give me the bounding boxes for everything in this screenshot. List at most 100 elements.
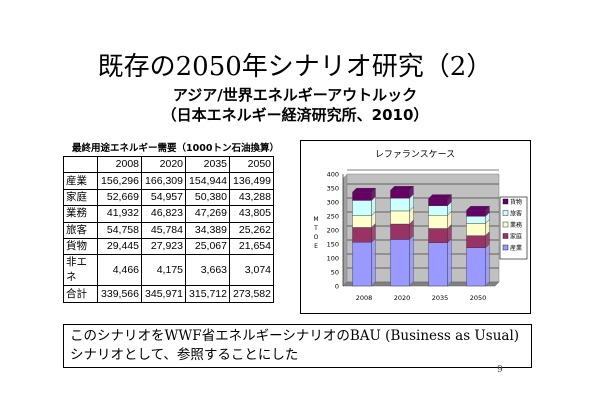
table-cell: 45,784 — [141, 221, 186, 239]
y-tick-label: 50 — [331, 269, 339, 277]
bar-segment-業務 — [428, 215, 448, 229]
bar-segment-旅客 — [428, 205, 448, 216]
table-row: 家庭 52,669 54,957 50,380 43,288 — [63, 188, 274, 207]
table-header-cell: 2035 — [185, 155, 230, 174]
slide-subtitle: アジア/世界エネルギーアウトルック — [172, 86, 418, 104]
table-cell: 3,074 — [229, 254, 274, 287]
table-cell: 154,944 — [185, 172, 230, 190]
table-header-cell: 2020 — [141, 155, 186, 174]
table-cell: 43,288 — [229, 188, 274, 207]
legend-label: 業務 — [510, 221, 522, 229]
table-cell: 156,296 — [97, 172, 142, 190]
table-cell: 4,466 — [97, 254, 142, 287]
page-number: 9 — [497, 365, 503, 375]
table-row: 業務 41,932 46,823 47,269 43,805 — [63, 205, 274, 223]
y-axis-label-char: O — [314, 234, 319, 241]
table-cell: 3,663 — [185, 254, 230, 287]
row-label: 家庭 — [63, 188, 98, 207]
reference-case-chart: レファランスケース 0 50 100 150 200 250 300 350 400 M T O E 200… — [300, 140, 531, 314]
note-box: このシナリオをWWF省エネルギーシナリオのBAU (Business as Us… — [63, 324, 532, 368]
legend-swatch — [502, 221, 509, 228]
bar-segment-旅客 — [390, 197, 410, 212]
table-row: 非エネ 4,466 4,175 3,663 3,074 — [63, 254, 274, 287]
table-cell: 54,957 — [141, 188, 186, 207]
bar-top-貨物 — [466, 206, 490, 211]
table-row: 旅客 54,758 45,784 34,389 25,262 — [63, 221, 274, 239]
x-tick-label: 2050 — [470, 294, 487, 302]
table-header-row: 2008 2020 2035 2050 — [63, 155, 274, 174]
legend-label: 貨物 — [510, 198, 522, 206]
y-axis-label-char: T — [313, 225, 318, 232]
legend-label: 旅客 — [510, 210, 522, 218]
table-cell: 34,389 — [185, 221, 230, 239]
table-cell: 273,582 — [229, 285, 274, 303]
legend-label: 産業 — [510, 244, 522, 252]
bar-segment-産業 — [352, 242, 372, 287]
bar-segment-業務 — [352, 215, 372, 228]
energy-demand-table: 2008 2020 2035 2050 産業 156,296 166,309 154,944 1… — [63, 155, 274, 303]
x-tick-label: 2020 — [394, 294, 411, 302]
bar-top-貨物 — [352, 187, 376, 193]
x-tick-label: 2035 — [432, 294, 449, 302]
table-cell: 25,262 — [229, 221, 274, 239]
bar-segment-旅客 — [466, 216, 486, 224]
bar-segment-産業 — [466, 247, 486, 287]
slide-title: 既存の2050年シナリオ研究（2） — [97, 52, 493, 82]
bar-segment-家庭 — [352, 227, 372, 243]
bar-segment-家庭 — [390, 223, 410, 240]
bar-segment-業務 — [466, 223, 486, 236]
table-row: 合計 339,566 345,971 315,712 273,582 — [63, 285, 274, 303]
legend-label: 家庭 — [510, 233, 522, 241]
y-tick-label: 400 — [327, 171, 339, 179]
bar-segment-業務 — [390, 210, 410, 225]
bar-segment-家庭 — [466, 235, 486, 248]
table-cell: 25,067 — [185, 237, 230, 256]
y-tick-label: 300 — [327, 199, 339, 207]
plot-side-wall — [343, 174, 347, 286]
table-cell: 345,971 — [141, 285, 186, 303]
table-cell: 50,380 — [185, 188, 230, 207]
y-tick-label: 0 — [335, 283, 339, 291]
legend-swatch — [502, 210, 509, 216]
slide-source: （日本エネルギー経済研究所、2010） — [161, 106, 429, 124]
bar-side-産業 — [371, 237, 376, 287]
table-cell: 339,566 — [97, 285, 142, 303]
table-cell: 29,445 — [97, 237, 142, 256]
bar-segment-産業 — [390, 239, 410, 287]
table-cell: 315,712 — [185, 285, 230, 303]
legend-swatch — [502, 233, 509, 239]
y-tick-label: 100 — [327, 255, 339, 263]
bar-segment-貨物 — [428, 198, 448, 206]
table-cell: 21,654 — [229, 237, 274, 256]
row-label: 業務 — [63, 205, 98, 223]
table-header-cell: 2050 — [229, 155, 274, 174]
chart-title: レファランスケース — [375, 149, 455, 160]
y-tick-label: 150 — [327, 241, 339, 249]
row-label: 貨物 — [63, 237, 98, 256]
table-caption: 最終用途エネルギー需要（1000トン石油換算） — [72, 143, 279, 154]
table-cell: 27,923 — [141, 237, 186, 256]
bar-side-産業 — [447, 238, 452, 287]
bar-segment-産業 — [428, 242, 448, 287]
bar-segment-貨物 — [352, 191, 372, 201]
table-row: 貨物 29,445 27,923 25,067 21,654 — [63, 237, 274, 256]
y-tick-label: 350 — [327, 185, 339, 193]
bar-side-産業 — [485, 243, 490, 287]
table-cell: 43,805 — [229, 205, 274, 223]
bar-side-産業 — [409, 234, 414, 287]
table-header-cell: 2008 — [97, 155, 142, 174]
row-label: 非エネ — [63, 254, 98, 287]
y-tick-label: 200 — [327, 227, 339, 235]
bar-segment-家庭 — [428, 228, 448, 243]
row-label: 旅客 — [63, 221, 98, 239]
table-corner-cell — [63, 155, 98, 174]
bar-top-貨物 — [428, 194, 452, 199]
table-cell: 46,823 — [141, 205, 186, 223]
table-cell: 136,499 — [229, 172, 274, 190]
bar-segment-旅客 — [352, 200, 372, 216]
table-cell: 41,932 — [97, 205, 142, 223]
y-axis-label-char: M — [313, 216, 318, 223]
x-tick-label: 2008 — [356, 294, 373, 302]
legend-swatch — [502, 244, 509, 251]
